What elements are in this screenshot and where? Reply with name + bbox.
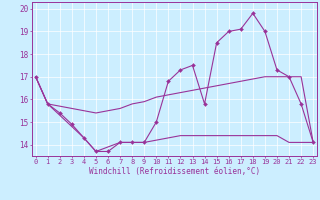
X-axis label: Windchill (Refroidissement éolien,°C): Windchill (Refroidissement éolien,°C)	[89, 167, 260, 176]
